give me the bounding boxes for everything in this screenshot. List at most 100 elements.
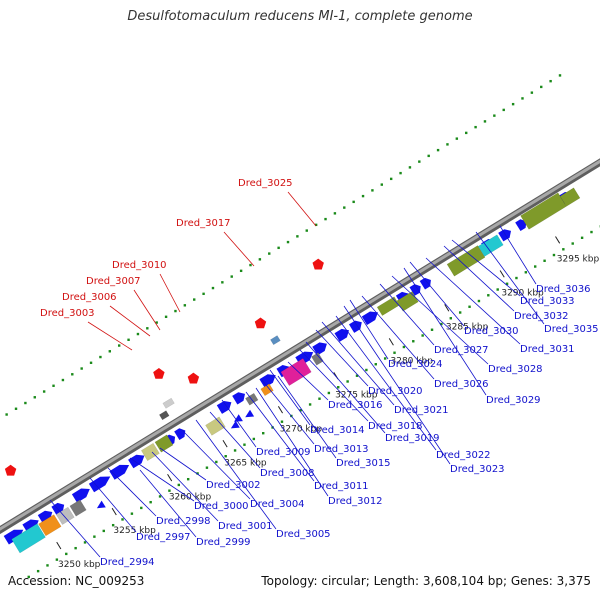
- gc-dot-outer: [193, 298, 196, 301]
- feature-box[interactable]: [154, 434, 174, 453]
- feature-box[interactable]: [280, 358, 312, 386]
- gc-dot-outer: [493, 114, 496, 117]
- lower-gene-label[interactable]: Dred_2999: [196, 537, 251, 548]
- forward-gene-arrow[interactable]: [109, 464, 130, 480]
- feature-box[interactable]: [11, 523, 46, 554]
- forward-gene-arrow[interactable]: [3, 529, 24, 545]
- lower-gene-label[interactable]: Dred_3029: [486, 395, 541, 406]
- scale-tick-label: 3285 kbp: [446, 322, 489, 332]
- feature-box[interactable]: [477, 234, 504, 257]
- lower-gene-label[interactable]: Dred_3018: [368, 421, 423, 432]
- gc-dot-outer: [352, 200, 355, 204]
- lower-gene-label[interactable]: Dred_3030: [464, 326, 519, 337]
- upper-gene-label[interactable]: Dred_3003: [40, 308, 95, 319]
- gc-dot-inner: [130, 512, 134, 515]
- forward-gene-arrow[interactable]: [216, 401, 232, 414]
- gc-dot-inner: [505, 282, 509, 285]
- lower-gene-label[interactable]: Dred_2997: [136, 532, 191, 543]
- upper-gene-label[interactable]: Dred_3006: [62, 292, 117, 303]
- lower-gene-label[interactable]: Dred_3028: [488, 364, 543, 375]
- feature-box[interactable]: [55, 506, 75, 525]
- lower-gene-label[interactable]: Dred_3023: [450, 464, 505, 475]
- upper-gene-label[interactable]: Dred_3010: [112, 260, 167, 271]
- feature-box[interactable]: [140, 442, 160, 462]
- gc-dot-outer: [389, 177, 393, 181]
- forward-gene-arrow[interactable]: [334, 328, 350, 342]
- reverse-gene-arrow[interactable]: [230, 420, 240, 429]
- gc-dot-outer: [155, 321, 158, 324]
- lower-label-leader: [195, 419, 277, 530]
- forward-gene-arrow[interactable]: [419, 277, 431, 290]
- feature-box[interactable]: [69, 499, 87, 517]
- reverse-gene-arrow[interactable]: [96, 500, 106, 509]
- forward-gene-arrow[interactable]: [361, 311, 378, 326]
- gc-dot-outer: [540, 85, 543, 89]
- forward-gene-arrow[interactable]: [88, 476, 111, 493]
- lower-gene-label[interactable]: Dred_3024: [388, 359, 443, 370]
- forward-gene-arrow[interactable]: [409, 284, 421, 296]
- scale-tick: [555, 236, 561, 244]
- lower-label-leader: [221, 399, 257, 448]
- gc-dot-outer: [305, 229, 308, 232]
- gc-dot-inner: [140, 506, 143, 510]
- feature-box[interactable]: [205, 416, 226, 436]
- lower-gene-label[interactable]: Dred_3009: [256, 447, 311, 458]
- red-feature-marker[interactable]: [153, 368, 165, 379]
- lower-gene-label[interactable]: Dred_3001: [218, 521, 273, 532]
- red-feature-marker[interactable]: [254, 317, 267, 329]
- forward-gene-arrow[interactable]: [22, 519, 39, 534]
- lower-gene-label[interactable]: Dred_3019: [385, 433, 440, 444]
- upper-gene-label[interactable]: Dred_3025: [238, 178, 293, 189]
- forward-gene-arrow[interactable]: [259, 374, 276, 388]
- lower-gene-label[interactable]: Dred_3012: [328, 496, 383, 507]
- red-feature-marker[interactable]: [187, 372, 200, 384]
- gc-dot-inner: [562, 248, 565, 251]
- lower-gene-label[interactable]: Dred_3031: [520, 344, 575, 355]
- lower-gene-label[interactable]: Dred_3008: [260, 468, 315, 479]
- lower-label-leader: [499, 225, 537, 285]
- forward-gene-arrow[interactable]: [37, 510, 53, 524]
- lower-gene-label[interactable]: Dred_3005: [276, 529, 331, 540]
- feature-box[interactable]: [270, 335, 281, 346]
- lower-gene-label[interactable]: Dred_3027: [434, 345, 489, 356]
- feature-box[interactable]: [38, 514, 62, 537]
- lower-gene-label[interactable]: Dred_3004: [250, 499, 305, 510]
- lower-gene-label[interactable]: Dred_3033: [520, 296, 575, 307]
- lower-gene-label[interactable]: Dred_3013: [314, 444, 369, 455]
- lower-gene-label[interactable]: Dred_3014: [310, 425, 365, 436]
- reverse-gene-arrow[interactable]: [245, 409, 255, 418]
- lower-gene-label[interactable]: Dred_2994: [100, 557, 155, 568]
- lower-gene-label[interactable]: Dred_3002: [206, 480, 261, 491]
- upper-gene-label[interactable]: Dred_3017: [176, 218, 231, 229]
- gc-dot-inner: [55, 558, 59, 561]
- upper-gene-label[interactable]: Dred_3007: [86, 276, 141, 287]
- forward-gene-arrow[interactable]: [349, 320, 362, 333]
- feature-box[interactable]: [446, 245, 486, 277]
- forward-gene-arrow[interactable]: [232, 392, 245, 405]
- lower-gene-label[interactable]: Dred_3011: [314, 481, 369, 492]
- forward-gene-arrow[interactable]: [128, 454, 145, 469]
- red-feature-marker[interactable]: [312, 258, 324, 270]
- lower-gene-label[interactable]: Dred_3026: [434, 379, 489, 390]
- lower-gene-label[interactable]: Dred_3021: [394, 405, 449, 416]
- forward-gene-arrow[interactable]: [515, 219, 527, 231]
- lower-gene-label[interactable]: Dred_3036: [536, 284, 591, 295]
- genome-backbone-highlight: [0, 159, 600, 531]
- feature-box[interactable]: [559, 187, 581, 207]
- forward-gene-arrow[interactable]: [174, 428, 186, 440]
- gc-dot-inner: [374, 363, 377, 366]
- red-feature-marker[interactable]: [4, 464, 17, 476]
- lower-gene-label[interactable]: Dred_3032: [514, 311, 569, 322]
- forward-gene-arrow[interactable]: [71, 488, 90, 503]
- lower-gene-label[interactable]: Dred_3015: [336, 458, 391, 469]
- lower-gene-label[interactable]: Dred_3020: [368, 386, 423, 397]
- lower-gene-label[interactable]: Dred_3000: [194, 501, 249, 512]
- gc-dot-outer: [549, 79, 552, 83]
- feature-box[interactable]: [158, 410, 170, 421]
- lower-gene-label[interactable]: Dred_3016: [328, 400, 383, 411]
- lower-gene-label[interactable]: Dred_3035: [544, 324, 599, 335]
- gc-dot-outer: [558, 74, 562, 77]
- feature-box[interactable]: [162, 397, 175, 409]
- lower-gene-label[interactable]: Dred_3022: [436, 450, 491, 461]
- forward-gene-arrow[interactable]: [312, 342, 327, 356]
